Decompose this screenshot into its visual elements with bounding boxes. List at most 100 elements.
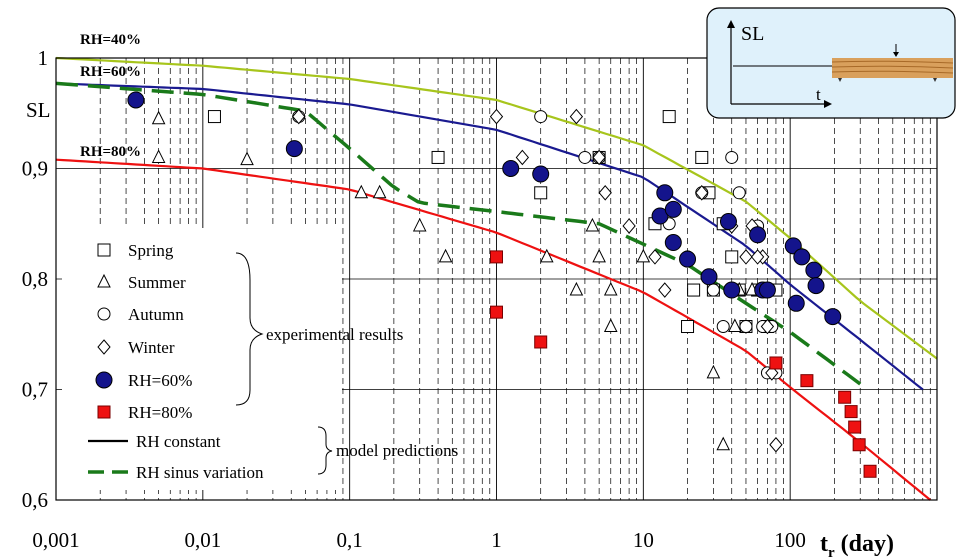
point-spring [662,110,676,124]
legend-item: Spring [97,241,174,260]
legend-items: Spring Summer Autumn Winter RH=60% RH=80% RH c… [88,241,264,482]
point-summer [728,318,742,333]
point-rh-80- [490,250,503,264]
inset-y-arrow-icon [727,20,735,28]
point-winter [750,249,765,265]
curve-label-rh60: RH=60% [80,64,141,80]
tick-labels: 0,001 0,01 0,1 1 10 100 0,6 0,7 0,8 0,9 1 [22,46,806,552]
point-summer [412,217,427,232]
point-spring [431,150,445,164]
point-rh-60- [805,261,823,279]
inset-x-arrow-icon [824,100,832,108]
point-summer [585,217,600,232]
point-summer [539,248,554,263]
point-winter [292,108,306,125]
point-spring [695,150,709,164]
legend-item: RH=60% [95,371,192,390]
point-autumn [706,283,720,297]
legend-label: RH sinus variation [136,463,264,482]
point-winter [760,318,775,335]
point-rh-60- [787,294,805,312]
inset-box [706,7,956,119]
curve-label-rh80: RH=80% [80,144,141,160]
x-axis-label-main: t [820,531,828,557]
legend-label: RH constant [136,432,221,451]
inset-y-label: SL [741,23,764,45]
point-winter [569,108,584,125]
point-winter [592,149,606,166]
y-tick-label: 1 [38,46,49,70]
point-rh-60- [719,213,737,231]
legend-marker [97,307,111,321]
point-spring [207,110,221,124]
y-tick-label: 0,6 [22,488,48,512]
experimental-results-label: experimental results [266,325,403,344]
point-rh-80- [848,420,862,434]
point-winter [658,282,672,298]
point-summer [603,281,618,296]
legend-marker [97,339,111,355]
point-autumn [578,150,592,164]
legend-marker [97,273,111,288]
point-rh-60- [127,91,145,109]
inset-x-label: t [816,85,821,104]
point-winter [695,185,709,201]
plot-frame [55,57,938,501]
data-points [127,91,877,478]
point-rh-60- [758,281,776,299]
legend-label: Summer [128,273,186,292]
legend-background [62,228,342,490]
point-rh-80- [838,390,852,404]
point-winter [598,185,612,201]
point-summer [438,248,453,263]
point-rh-80- [863,464,877,478]
point-summer [716,436,731,451]
point-spring [534,186,548,200]
point-winter [739,249,753,265]
inset-diagram: SL t [706,7,956,119]
point-rh-60- [793,248,811,266]
inset-timber-beam-icon [831,44,954,82]
y-tick-label: 0,8 [22,267,48,291]
point-rh-60- [664,200,682,218]
x-tick-label: 0,1 [337,528,363,552]
point-spring [687,283,701,297]
point-rh-60- [285,140,303,158]
point-rh-80- [534,335,548,349]
point-spring [725,250,739,264]
curve-label-rh40: RH=40% [80,32,141,48]
point-rh-60- [824,308,842,326]
point-rh-60- [502,160,520,177]
point-autumn [725,150,739,164]
point-winter [648,249,662,265]
legend-label: Winter [128,338,175,357]
x-axis-label: tr (day) [820,531,894,557]
experimental-brace [235,252,264,406]
x-tick-label: 0,01 [184,528,221,552]
point-summer [592,248,606,263]
legend-item: Autumn [97,305,184,324]
point-autumn [732,186,746,200]
point-summer [151,149,166,163]
x-tick-label: 1 [491,528,502,552]
point-summer [372,184,387,199]
point-summer [603,318,618,333]
legend-label: RH=80% [128,403,192,422]
x-tick-label: 0,001 [32,528,79,552]
point-rh-80- [769,356,783,370]
point-rh-80- [844,405,858,419]
point-summer [354,184,369,199]
x-tick-label: 100 [774,528,806,552]
legend-item: Summer [97,273,186,292]
point-summer [240,151,254,166]
legend-item: Winter [97,338,175,357]
legend-label: Autumn [128,305,184,324]
point-rh-60- [700,268,718,286]
legend-marker [97,405,111,419]
legend-label: Spring [128,241,174,260]
point-winter [515,149,530,166]
curve-rh-60- [55,82,924,391]
point-summer [151,110,166,125]
point-autumn [739,320,753,334]
